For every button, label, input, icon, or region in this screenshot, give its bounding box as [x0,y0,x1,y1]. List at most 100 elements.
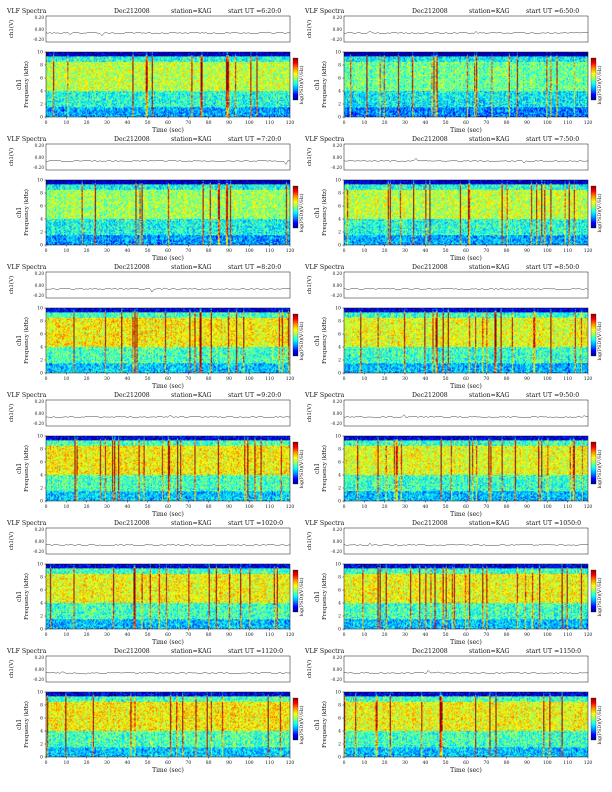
colorbar [292,57,299,101]
y-tick-label: 6 [40,716,43,722]
panel-station: station=KAG [171,8,212,15]
waveform-tick-label: 0.00 [35,27,45,32]
waveform-tick-label: 0.20 [333,527,343,532]
y-tick-label: 8 [338,319,341,325]
x-tick-label: 100 [543,248,552,254]
x-tick-label: 50 [145,120,151,126]
spectrogram-svg: VLF Spectra Dec212008 station=KAG start UT … [304,392,603,518]
x-tick-label: 30 [104,120,110,126]
y-tick-label: 2 [338,102,341,108]
waveform-tick-label: 0.00 [333,155,343,160]
colorbar-label: log(PSD)(V²/Hz) [298,705,305,744]
x-tick-label: 60 [463,248,469,254]
x-tick-label: 40 [422,760,428,766]
spectrogram-svg: VLF Spectra Dec212008 station=KAG start UT … [6,8,305,134]
x-tick-label: 20 [84,376,90,382]
frequency-ylabel: Frequency (kHz) [321,61,328,108]
colorbar [590,441,597,485]
frequency-ylabel: Frequency (kHz) [23,445,30,492]
x-tick-label: 20 [84,120,90,126]
panel-date: Dec212008 [114,264,150,271]
y-tick-label: 8 [338,447,341,453]
waveform-tick-label: 0.20 [35,399,45,404]
panel-start-ut: start UT =1050:0 [526,520,581,527]
x-tick-label: 110 [563,504,572,510]
x-tick-label: 70 [483,504,489,510]
y-tick-label: 10 [335,690,341,696]
waveform-trace [45,287,291,293]
y-tick-label: 4 [40,217,43,223]
x-tick-label: 120 [286,760,295,766]
waveform-tick-label: 0.20 [35,143,45,148]
colorbar-label: log(PSD)(V²/Hz) [596,65,603,104]
x-tick-label: 100 [543,120,552,126]
y-tick-label: 4 [338,89,341,95]
channel-label: ch1 [16,335,23,346]
x-tick-label: 60 [463,504,469,510]
waveform-ylabel: ch1(V) [8,660,15,678]
x-tick-label: 0 [45,504,48,510]
y-tick-label: 0 [338,499,341,505]
waveform-frame [45,271,291,299]
y-tick-label: 2 [40,102,43,108]
channel-label: ch1 [314,207,321,218]
x-tick-label: 10 [361,632,367,638]
y-tick-label: 0 [40,115,43,121]
panel-station: station=KAG [171,648,212,655]
x-tick-label: 110 [265,376,274,382]
spectrogram-panel: VLF Spectra Dec212008 station=KAG start UT … [6,390,306,518]
x-tick-label: 10 [361,760,367,766]
y-tick-label: 10 [335,562,341,568]
x-tick-label: 110 [563,376,572,382]
x-tick-label: 40 [124,120,130,126]
y-tick-label: 6 [338,76,341,82]
panel-start-ut: start UT =1120:0 [228,648,283,655]
x-tick-label: 90 [226,632,232,638]
panel-station: station=KAG [171,392,212,399]
y-tick-label: 2 [338,230,341,236]
colorbar [292,697,299,741]
x-tick-label: 110 [563,632,572,638]
x-tick-label: 50 [443,248,449,254]
y-tick-label: 2 [40,358,43,364]
x-tick-label: 90 [524,504,530,510]
y-tick-label: 2 [40,742,43,748]
waveform-trace [343,542,589,547]
x-tick-label: 30 [402,504,408,510]
panel-start-ut: start UT =1150:0 [526,648,581,655]
x-tick-label: 110 [265,120,274,126]
colorbar [590,185,597,229]
waveform-frame [45,527,291,555]
y-tick-label: 10 [37,690,43,696]
x-tick-label: 30 [402,760,408,766]
x-tick-label: 90 [226,376,232,382]
spectrogram-image [46,692,290,757]
x-tick-label: 90 [226,248,232,254]
time-xlabel: Time (sec) [152,639,184,646]
panel-start-ut: start UT =6:50:0 [526,8,579,15]
x-tick-label: 110 [563,248,572,254]
waveform-frame [45,143,291,171]
waveform-trace [45,543,291,547]
panel-start-ut: start UT =1020:0 [228,520,283,527]
y-tick-label: 4 [338,601,341,607]
frequency-ylabel: Frequency (kHz) [23,189,30,236]
y-tick-label: 10 [37,178,43,184]
x-tick-label: 50 [145,760,151,766]
colorbar-label: log(PSD)(V²/Hz) [298,193,305,232]
x-tick-label: 60 [165,248,171,254]
x-tick-label: 90 [226,504,232,510]
x-tick-label: 120 [286,632,295,638]
panel-date: Dec212008 [114,648,150,655]
panel-station: station=KAG [469,648,510,655]
x-tick-label: 80 [206,632,212,638]
spectrogram-image [344,52,588,117]
y-tick-label: 10 [335,50,341,56]
x-tick-label: 100 [543,760,552,766]
time-xlabel: Time (sec) [450,127,482,134]
colorbar-label: log(PSD)(V²/Hz) [298,449,305,488]
spectrogram-image [46,436,290,501]
x-tick-label: 40 [422,120,428,126]
waveform-ylabel: ch1(V) [8,148,15,166]
x-tick-label: 0 [45,248,48,254]
